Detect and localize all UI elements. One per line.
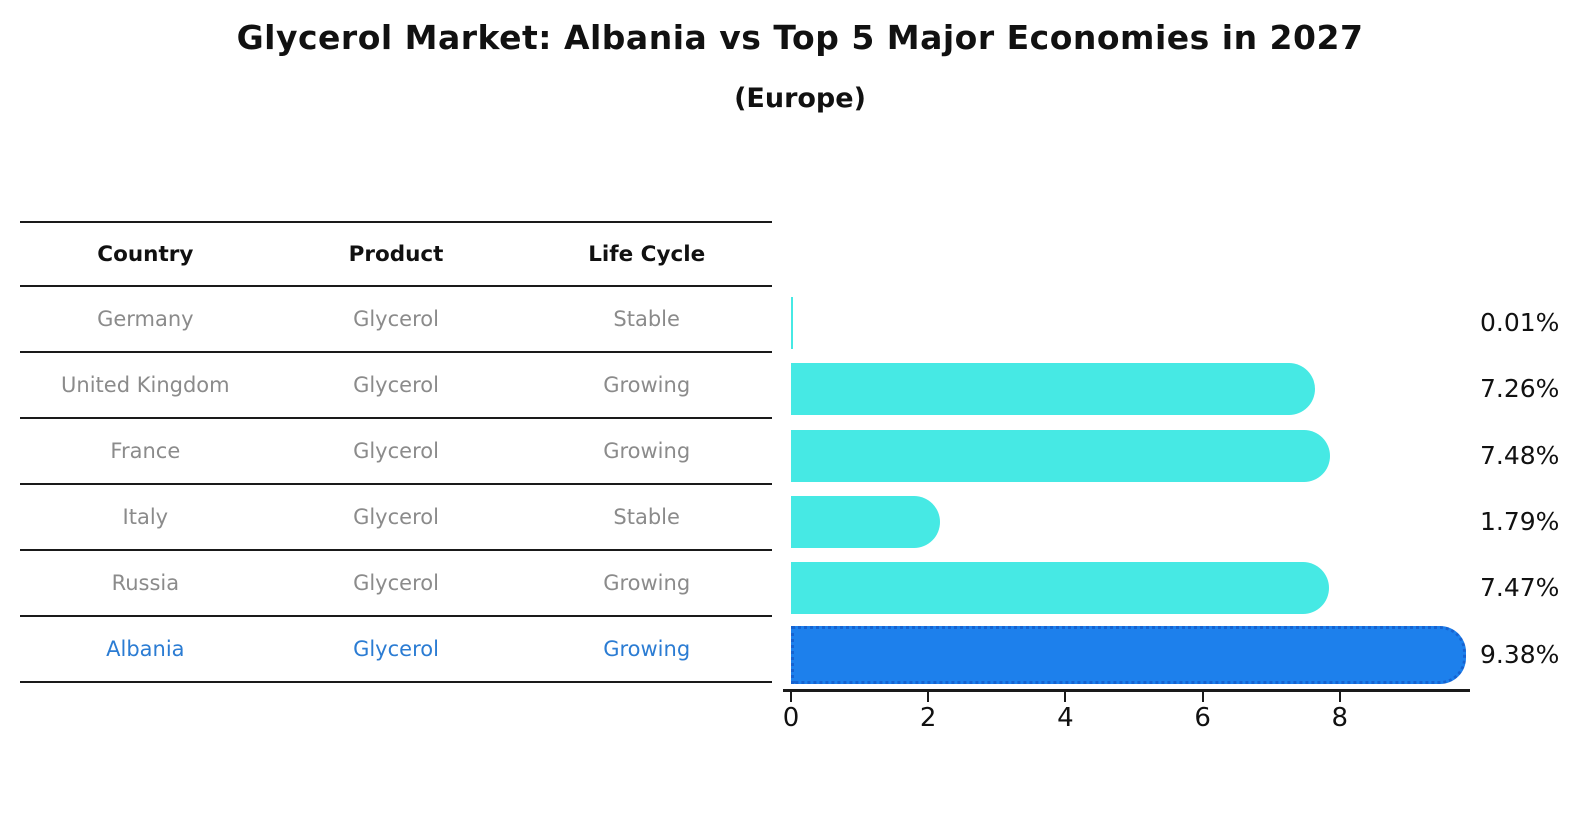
column-header-country: Country [97,241,194,267]
x-tick-mark-8 [1338,692,1341,702]
table-row-italy: Italy Glycerol Stable [20,485,772,551]
value-label-united-kingdom: 7.26% [1480,374,1560,404]
bar-albania [791,625,1467,684]
cell-product: Glycerol [353,637,439,661]
value-label-france: 7.48% [1480,440,1560,470]
x-axis-line [783,689,1470,692]
bar-italy [791,496,940,549]
value-label-russia: 7.47% [1480,573,1560,603]
value-label-albania: 9.38% [1480,639,1560,669]
table-header-row: Country Product Life Cycle [20,223,772,287]
country-table: Country Product Life Cycle Germany Glycerol… [20,221,772,683]
cell-life_cycle: Stable [613,505,680,529]
cell-life_cycle: Growing [603,637,691,661]
cell-product: Glycerol [353,373,439,397]
table-row-germany: Germany Glycerol Stable [20,287,772,353]
x-tick-mark-6 [1201,692,1204,702]
x-tick-label-4: 4 [1057,703,1074,733]
value-label-italy: 1.79% [1480,507,1560,537]
column-header-life-cycle: Life Cycle [588,241,706,267]
bar-france [791,429,1331,482]
cell-product: Glycerol [353,571,439,595]
table-row-united-kingdom: United Kingdom Glycerol Growing [20,353,772,419]
value-label-germany: 0.01% [1480,308,1560,338]
cell-country: France [110,439,181,463]
bar-germany [791,297,793,350]
bar-russia [791,562,1330,615]
table-row-france: France Glycerol Growing [20,419,772,485]
x-tick-label-2: 2 [919,703,937,733]
cell-product: Glycerol [353,439,439,463]
x-tick-label-6: 6 [1194,703,1211,733]
cell-life_cycle: Growing [603,373,691,397]
cell-country: Russia [111,571,180,595]
x-tick-label-8: 8 [1331,703,1349,733]
cell-life_cycle: Growing [603,571,691,595]
x-tick-label-0: 0 [782,703,800,733]
chart-title: Glycerol Market: Albania vs Top 5 Major … [236,18,1364,57]
x-tick-mark-2 [927,692,930,702]
x-tick-mark-0 [790,692,792,702]
cell-life_cycle: Stable [613,307,680,331]
cell-life_cycle: Growing [603,439,691,463]
cell-country: Italy [122,505,169,529]
cell-country: Albania [106,637,185,661]
column-header-product: Product [348,241,444,267]
bar-united-kingdom [791,363,1316,416]
cell-country: Germany [97,307,194,331]
cell-country: United Kingdom [61,373,230,397]
table-row-albania: Albania Glycerol Growing [20,617,772,683]
cell-product: Glycerol [353,505,439,529]
table-row-russia: Russia Glycerol Growing [20,551,772,617]
x-tick-mark-4 [1064,692,1067,702]
cell-product: Glycerol [353,307,439,331]
chart-subtitle: (Europe) [734,83,866,114]
